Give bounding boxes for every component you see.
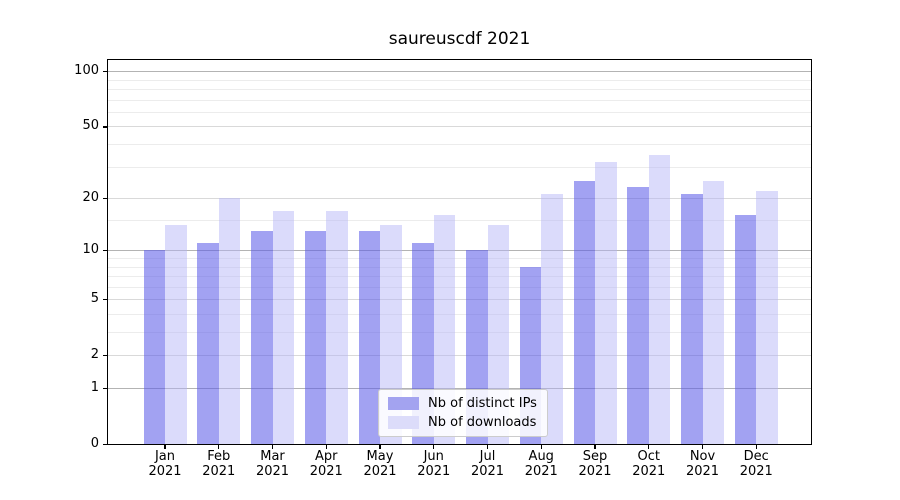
x-tick-label-jul: Jul 2021: [470, 449, 505, 479]
x-tick-mark-oct: [648, 445, 650, 449]
gridline-10: [108, 250, 811, 252]
gridline-minor-4: [108, 313, 811, 315]
y-tick-mark-2: [103, 355, 107, 357]
x-tick-label-aug: Aug 2021: [524, 449, 558, 479]
gridline-minor-3: [108, 332, 811, 334]
x-tick-label-dec: Dec 2021: [739, 449, 773, 479]
bar-ips-mar: [251, 230, 273, 444]
y-tick-label-100: 100: [74, 63, 99, 79]
y-tick-label-2: 2: [90, 347, 99, 363]
x-tick-label-mar: Mar 2021: [255, 449, 290, 479]
y-tick-mark-20: [103, 198, 107, 200]
gridline-1: [108, 388, 811, 389]
bar-ips-nov: [681, 194, 703, 444]
bar-ips-feb: [197, 243, 219, 444]
x-tick-mark-jul: [486, 445, 489, 449]
x-tick-label-feb: Feb 2021: [202, 449, 236, 479]
x-tick-label-oct: Oct 2021: [632, 449, 666, 479]
bar-ips-dec: [734, 215, 757, 444]
y-tick-mark-1: [103, 388, 107, 390]
y-tick-mark-50: [103, 126, 107, 128]
gridline-minor-60: [108, 111, 811, 113]
x-tick-mark-apr: [325, 445, 327, 449]
y-tick-mark-100: [103, 71, 107, 73]
chart-title: saureuscdf 2021: [388, 29, 531, 49]
bar-ips-sep: [573, 180, 595, 444]
y-tick-mark-5: [103, 299, 107, 301]
gridline-100: [108, 71, 811, 73]
x-tick-mark-feb: [218, 445, 220, 449]
legend-swatch-distinct-ips: [388, 397, 419, 410]
x-tick-mark-may: [379, 445, 381, 449]
gridline-5: [108, 299, 811, 301]
legend-swatch-downloads: [388, 416, 419, 429]
x-tick-mark-nov: [701, 445, 704, 449]
plot-area: Nb of distinct IPs Nb of downloads: [107, 59, 812, 445]
y-tick-label-1: 1: [90, 380, 99, 395]
gridline-minor-90: [108, 79, 811, 81]
bar-ips-jan: [143, 250, 165, 444]
bar-ips-may: [358, 230, 380, 444]
bar-downloads-sep: [595, 161, 617, 444]
x-tick-label-may: May 2021: [363, 449, 397, 479]
gridline-minor-70: [108, 99, 811, 101]
bar-downloads-apr: [326, 210, 348, 444]
x-tick-label-nov: Nov 2021: [685, 449, 720, 479]
gridline-minor-6: [108, 286, 811, 288]
legend-item-downloads: Nb of downloads: [388, 415, 537, 430]
x-tick-mark-jan: [164, 445, 166, 449]
gridline-minor-80: [108, 89, 811, 91]
gridline-50: [108, 126, 811, 128]
legend-label-distinct-ips: Nb of distinct IPs: [428, 396, 537, 411]
gridline-minor-7: [108, 276, 811, 278]
gridline-minor-15: [108, 220, 811, 222]
bar-ips-oct: [627, 187, 649, 444]
bar-downloads-aug: [541, 194, 563, 444]
y-tick-label-20: 20: [82, 190, 99, 206]
bar-downloads-dec: [756, 190, 778, 444]
bar-downloads-nov: [702, 180, 724, 444]
y-tick-label-0: 0: [90, 436, 99, 451]
bar-ips-apr: [304, 230, 327, 444]
x-tick-label-jan: Jan 2021: [148, 449, 182, 479]
bar-downloads-jan: [165, 225, 187, 444]
y-tick-label-10: 10: [82, 242, 99, 258]
gridline-minor-40: [108, 144, 811, 146]
x-tick-label-sep: Sep 2021: [578, 449, 612, 479]
gridline-minor-30: [108, 166, 811, 168]
legend-item-distinct-ips: Nb of distinct IPs: [388, 396, 537, 411]
x-tick-mark-aug: [540, 445, 542, 449]
x-tick-mark-jun: [433, 445, 435, 449]
bar-downloads-jun: [433, 215, 456, 444]
gridline-minor-8: [108, 266, 811, 268]
bar-downloads-oct: [648, 154, 671, 444]
bar-downloads-feb: [218, 198, 241, 444]
legend: Nb of distinct IPs Nb of downloads: [378, 389, 548, 437]
x-tick-mark-dec: [755, 445, 757, 449]
bar-downloads-mar: [272, 210, 294, 444]
y-tick-mark-10: [103, 250, 107, 252]
gridline-2: [108, 355, 811, 357]
x-tick-mark-sep: [594, 445, 596, 449]
y-tick-label-50: 50: [82, 118, 99, 134]
x-tick-label-apr: Apr 2021: [309, 449, 343, 479]
y-tick-label-5: 5: [90, 291, 99, 307]
x-tick-label-jun: Jun 2021: [417, 449, 451, 479]
gridline-20: [108, 198, 811, 200]
x-tick-mark-mar: [271, 445, 274, 449]
legend-label-downloads: Nb of downloads: [428, 415, 537, 430]
y-tick-mark-0: [103, 444, 107, 446]
gridline-minor-9: [108, 258, 811, 259]
